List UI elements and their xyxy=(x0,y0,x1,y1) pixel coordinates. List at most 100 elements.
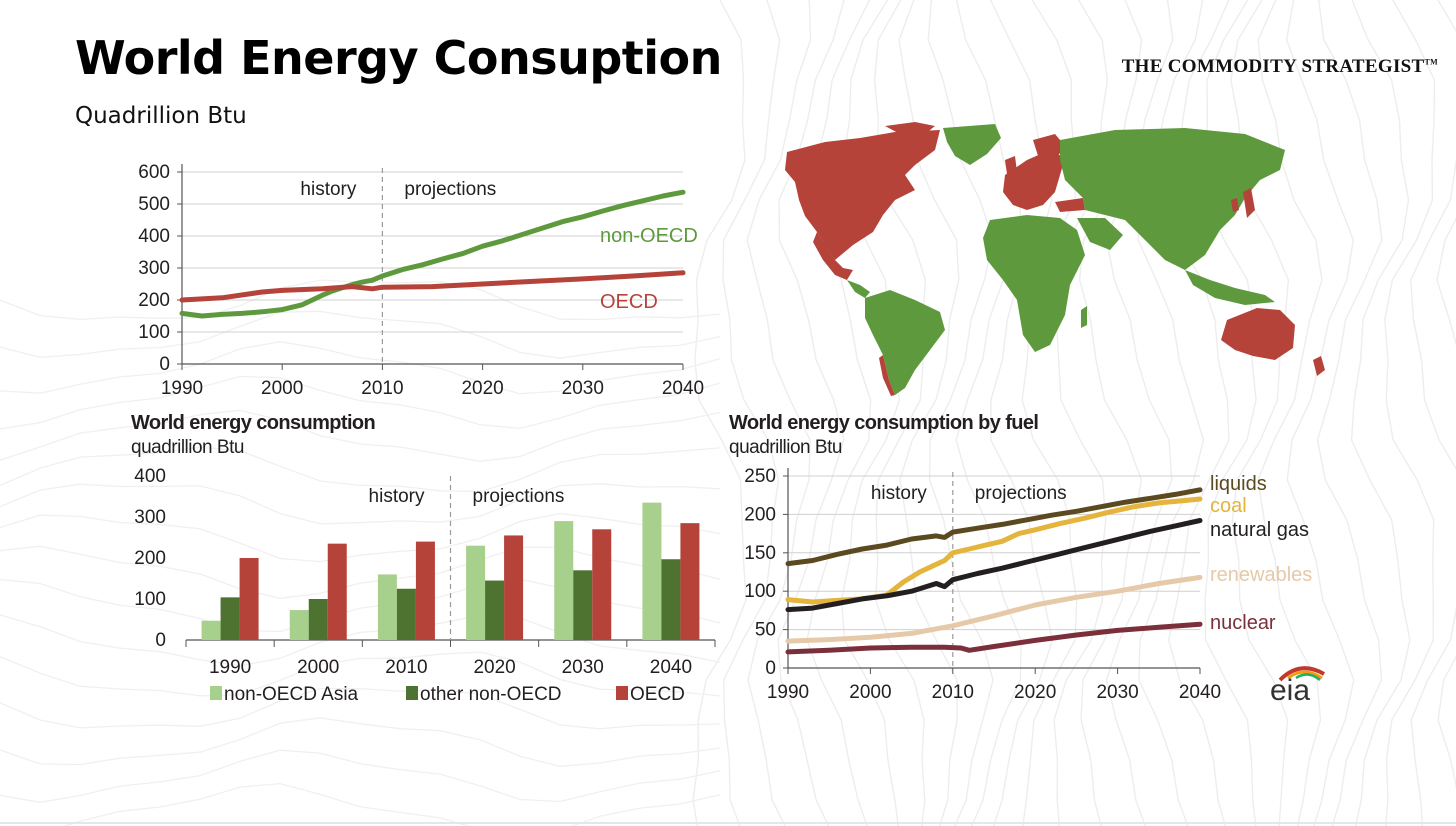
y-tick-label: 200 xyxy=(744,504,776,525)
legend-swatch-oecd xyxy=(616,686,628,700)
bar-non-oecd-asia xyxy=(289,610,309,640)
bar-oecd xyxy=(327,543,347,640)
projections-label: projections xyxy=(473,486,565,507)
topo-line-right xyxy=(722,0,781,826)
fuel-chart-title: World energy consumption by fuel xyxy=(729,412,1039,434)
topo-line-right xyxy=(1204,0,1257,826)
topo-line-left xyxy=(0,749,721,803)
topo-line-left xyxy=(0,651,721,697)
eia-logo-swoosh-green xyxy=(1295,673,1321,681)
topo-line-right xyxy=(806,0,872,826)
bar-oecd xyxy=(415,541,435,640)
series-label-natural-gas: natural gas xyxy=(1210,519,1309,541)
map-madagascar xyxy=(1081,306,1087,328)
brand-trademark: TM xyxy=(1424,57,1438,67)
bar-non-oecd-asia xyxy=(554,521,574,640)
series-label-non-oecd: non-OECD xyxy=(600,225,698,247)
map-scandinavia xyxy=(1033,134,1065,162)
y-tick-label: 100 xyxy=(138,322,170,343)
topo-line-right xyxy=(873,0,927,826)
y-tick-label: 0 xyxy=(155,630,166,651)
bar-chart-title: World energy consumption xyxy=(131,412,376,434)
bar-non-oecd-asia xyxy=(201,620,221,640)
x-tick-label: 2000 xyxy=(261,378,303,399)
y-tick-label: 100 xyxy=(134,589,166,610)
map-japan xyxy=(1243,188,1255,218)
y-tick-label: 150 xyxy=(744,543,776,564)
series-label-liquids: liquids xyxy=(1210,473,1267,495)
map-middle-east xyxy=(1077,218,1123,250)
topo-line-right xyxy=(955,0,1023,826)
chart-energy-by-fuel: 0 50 100 150 200 250 1990 2000 2010 2020 2030 2040 h… xyxy=(744,466,1312,703)
history-label: history xyxy=(300,179,356,200)
map-korea xyxy=(1231,198,1239,212)
topo-line-right xyxy=(840,0,901,826)
map-uk xyxy=(1005,156,1017,174)
x-category-label: 2030 xyxy=(562,657,604,678)
y-tick-label: 400 xyxy=(138,226,170,247)
x-tick-label: 2010 xyxy=(361,378,403,399)
topo-line-right xyxy=(746,0,812,826)
bar-non-oecd-asia xyxy=(377,574,397,640)
bar-other-non-oecd xyxy=(220,597,240,640)
topo-line-right xyxy=(1167,0,1230,826)
x-tick-label: 1990 xyxy=(161,378,203,399)
map-turkey xyxy=(1055,198,1085,212)
eia-logo: eia xyxy=(1270,666,1326,707)
history-label: history xyxy=(369,486,425,507)
topo-line-left xyxy=(0,717,721,767)
brand-logo: THE COMMODITY STRATEGISTTM xyxy=(1122,56,1438,78)
x-tick-label: 2000 xyxy=(849,682,891,703)
topo-line-right xyxy=(777,0,845,826)
topo-line-left xyxy=(0,375,721,430)
map-greenland xyxy=(943,124,1001,165)
y-tick-label: 300 xyxy=(134,507,166,528)
topo-line-right xyxy=(1230,0,1290,826)
world-map-oecd xyxy=(785,122,1325,396)
map-south-america xyxy=(865,290,945,395)
bar-non-oecd-asia xyxy=(466,545,486,640)
map-central-america xyxy=(847,280,870,298)
map-australia xyxy=(1221,308,1295,360)
series-line-nuclear xyxy=(785,621,1203,655)
history-label: history xyxy=(871,483,927,504)
topo-line-right xyxy=(989,0,1054,826)
x-category-label: 2020 xyxy=(473,657,515,678)
topo-line-right xyxy=(1410,0,1456,826)
series-line-natural-gas xyxy=(785,518,1203,613)
bar-other-non-oecd xyxy=(308,599,328,640)
series-line-oecd xyxy=(179,270,686,303)
bar-oecd xyxy=(239,558,259,640)
topo-line-right xyxy=(1436,217,1456,789)
series-label-coal: coal xyxy=(1210,495,1247,517)
map-africa xyxy=(983,215,1085,352)
legend-label-other-non-oecd: other non-OECD xyxy=(420,684,562,705)
legend-label-oecd: OECD xyxy=(630,684,685,705)
y-tick-label: 0 xyxy=(159,354,170,375)
bar-other-non-oecd xyxy=(396,588,416,640)
map-arctic-islands xyxy=(885,122,935,134)
series-label-renewables: renewables xyxy=(1210,564,1312,586)
x-category-label: 2040 xyxy=(650,657,692,678)
x-category-label: 2010 xyxy=(385,657,427,678)
topo-line-right xyxy=(1078,0,1143,826)
x-tick-label: 2040 xyxy=(662,378,704,399)
topo-line-left xyxy=(0,446,721,493)
y-tick-label: 300 xyxy=(138,258,170,279)
brand-name: THE COMMODITY STRATEGIST xyxy=(1121,56,1425,77)
page-subtitle: Quadrillion Btu xyxy=(75,103,247,129)
legend-swatch-other-non-oecd xyxy=(406,686,418,700)
x-category-label: 2000 xyxy=(297,657,339,678)
map-russia-asia xyxy=(1060,128,1285,270)
chart-oecd-vs-non-oecd: 0 100 200 300 400 500 600 1990 2000 2010 2020 2030 2… xyxy=(138,162,704,399)
x-tick-label: 2030 xyxy=(562,378,604,399)
map-southeast-asia xyxy=(1185,270,1275,305)
y-tick-label: 400 xyxy=(134,466,166,487)
y-tick-label: 200 xyxy=(138,290,170,311)
legend-swatch-non-oecd-asia xyxy=(210,686,222,700)
y-tick-label: 0 xyxy=(765,658,776,679)
x-tick-label: 2040 xyxy=(1179,682,1221,703)
topo-line-right xyxy=(1285,0,1355,826)
y-tick-label: 100 xyxy=(744,581,776,602)
legend-label-non-oecd-asia: non-OECD Asia xyxy=(224,684,359,705)
